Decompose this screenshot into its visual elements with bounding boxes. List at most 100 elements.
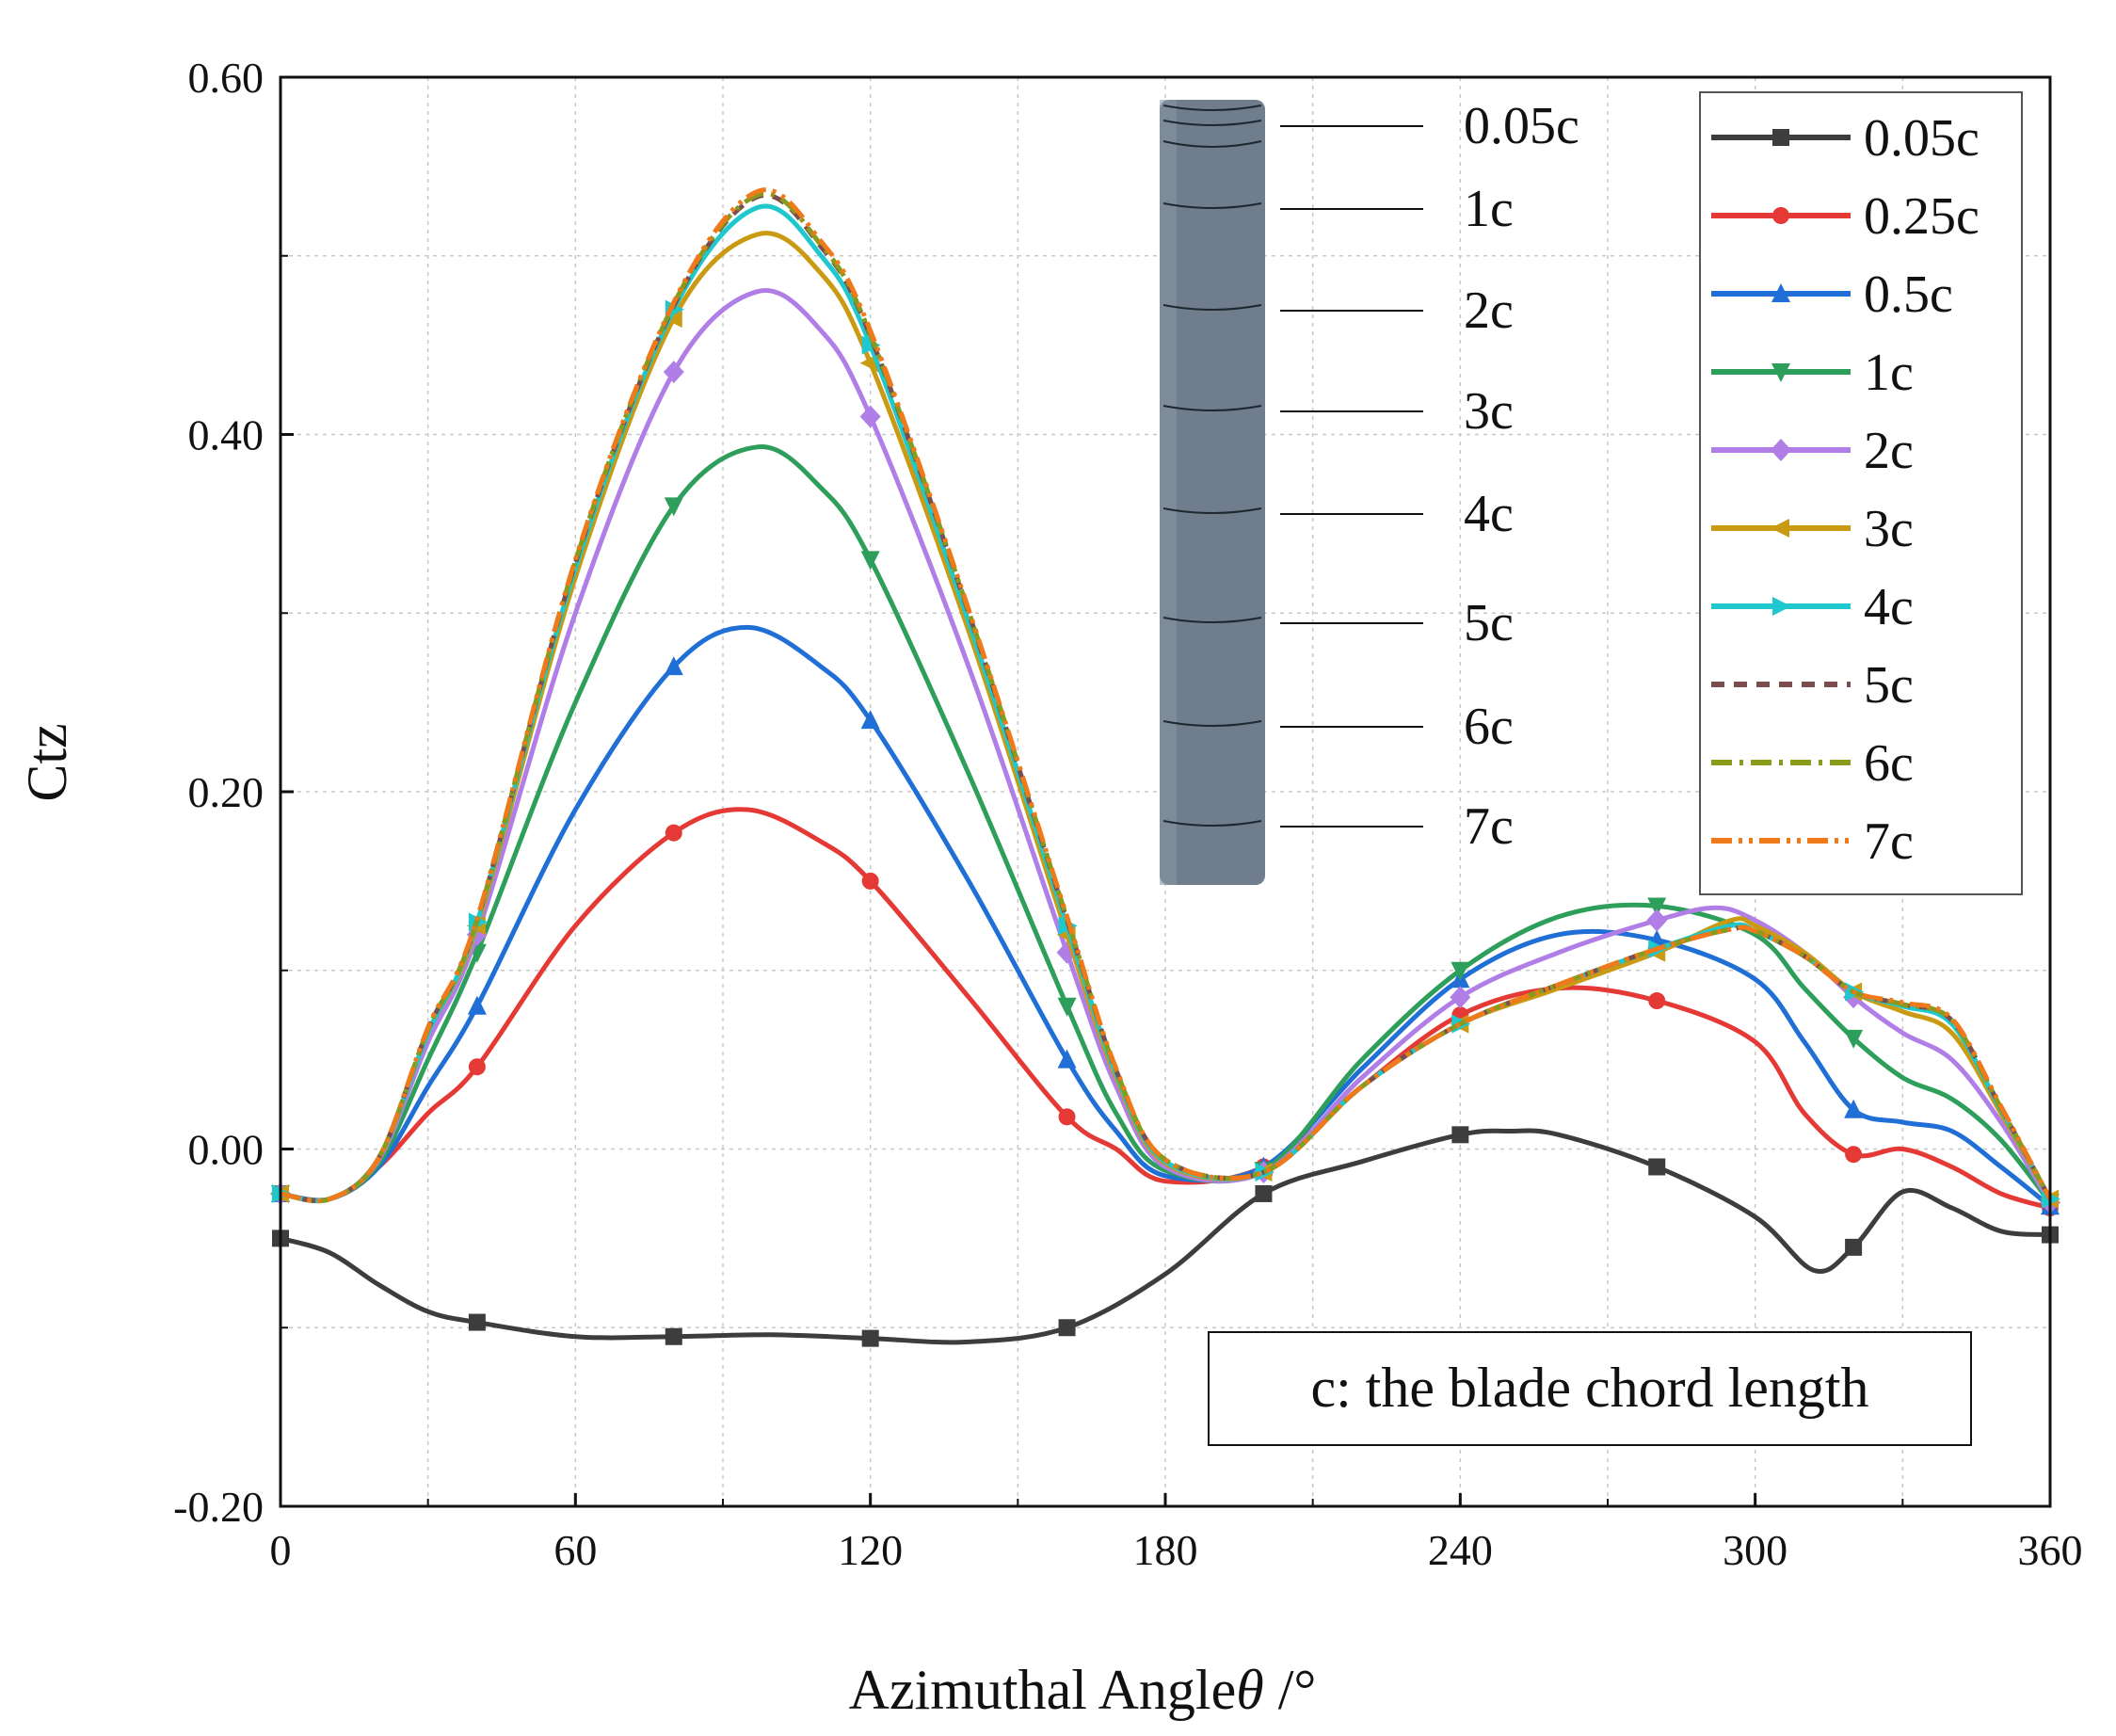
series-marker (1771, 363, 1790, 382)
y-tick-label: 0.60 (188, 54, 264, 102)
blade-section-line (1162, 140, 1262, 148)
series-marker (1845, 1238, 1863, 1256)
series-marker (1058, 1319, 1076, 1337)
axes: 0 60 120 180 240 300 360 -0.20 0.00 0.20 0.40 0.60 (173, 54, 2082, 1574)
series-marker (1255, 1184, 1273, 1202)
series-marker (663, 309, 682, 329)
series-marker (467, 995, 487, 1015)
blade-section-line (1162, 104, 1262, 111)
series-0.05c (272, 1126, 2059, 1347)
series-marker (1772, 207, 1789, 224)
blade-highlight (1160, 100, 1177, 885)
series-line (280, 444, 2052, 1204)
series-marker (1771, 439, 1791, 461)
legend-label-2c: 2c (1864, 422, 1914, 480)
legend-label-7c: 7c (1864, 812, 1914, 871)
legend: 0.05c 0.25c 0.5c 1c 2c 3c 4c 5c 6c 7c (1699, 91, 2023, 895)
y-tick-label: 0.40 (188, 411, 264, 459)
series-marker (1646, 908, 1668, 932)
series-marker (468, 1313, 486, 1331)
blade-shape (1160, 100, 1265, 885)
legend-label-6c: 6c (1864, 734, 1914, 793)
series-line (280, 187, 2053, 1204)
x-tick-label: 240 (1428, 1526, 1493, 1574)
blade-section-label: 5c (1464, 594, 1514, 652)
series-line (280, 1128, 2051, 1345)
series-marker (859, 405, 881, 428)
series-marker (663, 361, 684, 384)
annotation-box: c: the blade chord length (1208, 1331, 1972, 1446)
blade-section-label: 4c (1464, 485, 1514, 543)
series-marker (664, 497, 683, 517)
x-axis-title: Azimuthal Angleθ /° (849, 1659, 1317, 1721)
series-line (280, 807, 2051, 1211)
blade-section-line (1162, 304, 1262, 311)
blade-section-line (1162, 202, 1262, 209)
series-marker (860, 551, 880, 571)
series-marker (1648, 1158, 1666, 1176)
series-marker (1772, 129, 1789, 146)
series-marker (468, 1058, 486, 1076)
series-7c (280, 187, 2053, 1204)
blade-section-label: 0.05c (1464, 97, 1579, 155)
x-tick-label: 180 (1133, 1526, 1198, 1574)
blade-inset: 0.05c 1c 2c 3c 4c 5c 6c 7c (1160, 97, 1579, 885)
series-marker (861, 872, 879, 890)
blade-section-label: 6c (1464, 698, 1514, 756)
y-tick-label: -0.20 (173, 1483, 264, 1531)
x-tick-label: 360 (2018, 1526, 2083, 1574)
series-marker (1647, 897, 1667, 917)
x-tick-label: 60 (553, 1526, 597, 1574)
legend-label-0.5c: 0.5c (1864, 265, 1953, 324)
x-axis-title-symbol: θ (1236, 1659, 1263, 1721)
series-marker (861, 335, 881, 355)
x-tick-label: 0 (270, 1526, 292, 1574)
blade-section-label: 7c (1464, 797, 1514, 856)
legend-label-0.05c: 0.05c (1864, 109, 1980, 168)
series-marker (1058, 1108, 1076, 1126)
blade-section-label: 3c (1464, 382, 1514, 441)
series-marker (1844, 1029, 1864, 1049)
y-tick-label: 0.20 (188, 768, 264, 816)
series-marker (665, 1327, 682, 1345)
blade-section-label: 1c (1464, 180, 1514, 238)
series-marker (1057, 1049, 1077, 1069)
blade-section-line (1162, 120, 1262, 126)
legend-label-0.25c: 0.25c (1864, 187, 1980, 246)
series-marker (1648, 992, 1666, 1010)
series-marker (1771, 283, 1790, 302)
series-marker (1450, 986, 1471, 1009)
blade-section-line (1162, 405, 1262, 411)
series-lines (270, 187, 2060, 1347)
blade-section-line (1162, 820, 1262, 827)
blade-section-line (1162, 617, 1262, 623)
series-marker (1451, 1126, 1469, 1144)
series-marker (665, 824, 682, 842)
series-marker (1057, 997, 1077, 1017)
series-marker (1772, 597, 1791, 616)
series-marker (664, 656, 683, 676)
x-axis-title-unit: /° (1264, 1659, 1317, 1721)
series-marker (1845, 1146, 1863, 1164)
y-tick-label: 0.00 (188, 1126, 264, 1174)
series-marker (861, 1329, 879, 1347)
legend-label-1c: 1c (1864, 344, 1914, 402)
series-marker (860, 710, 880, 730)
series-line (280, 624, 2052, 1209)
blade-section-line (1162, 720, 1262, 727)
x-tick-label: 300 (1723, 1526, 1787, 1574)
series-marker (1451, 961, 1470, 981)
legend-label-5c: 5c (1864, 656, 1914, 715)
blade-section-label: 2c (1464, 281, 1514, 340)
series-marker (1771, 519, 1789, 538)
x-axis-title-text: Azimuthal Angle (849, 1659, 1237, 1721)
legend-label-3c: 3c (1864, 500, 1914, 558)
legend-label-4c: 4c (1864, 578, 1914, 636)
series-marker (1844, 1099, 1864, 1118)
annotation-text: c: the blade chord length (1310, 1357, 1868, 1419)
y-axis-title: Ctz (16, 723, 78, 801)
annotation-frame (1208, 1331, 1972, 1446)
x-tick-label: 120 (838, 1526, 903, 1574)
blade-section-line (1162, 507, 1262, 514)
